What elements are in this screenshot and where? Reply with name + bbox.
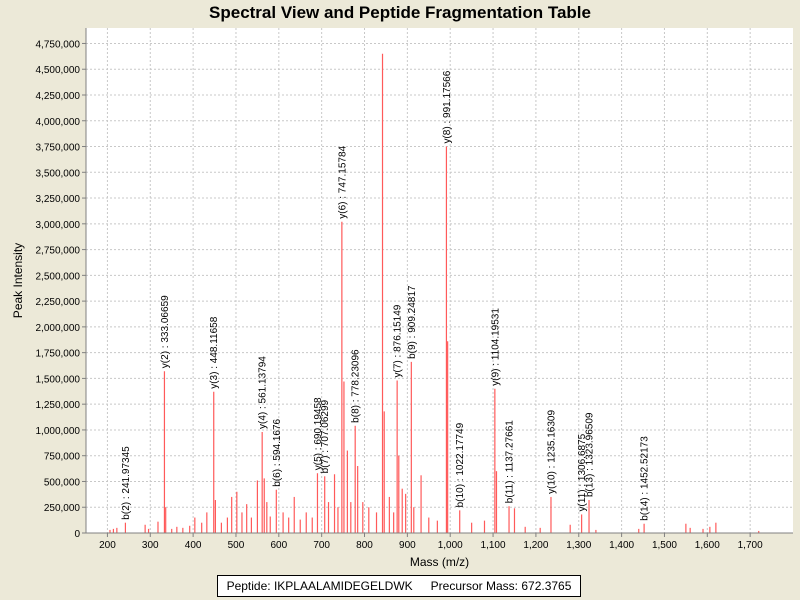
y-tick-label: 750,000 [44,452,81,463]
peak-label: b(13) : 1323.96509 [585,412,596,497]
y-tick-label: 4,750,000 [36,39,81,50]
grid-lines [86,28,793,533]
y-tick-label: 4,500,000 [36,65,81,76]
plot-area [86,28,793,533]
peak-label: b(9) : 909.24817 [407,285,418,359]
peak-label: b(10) : 1022.17749 [455,422,466,507]
peak-label: y(4) : 561.13794 [258,356,269,429]
spectrum-chart: b(2) : 241.97345 y(2) : 333.06659 y(3) : 4… [11,28,793,569]
peak-label: y(10) : 1235.16309 [546,410,557,494]
x-tick-label: 900 [399,540,416,551]
x-tick-label: 600 [270,540,287,551]
peak-label: b(8) : 778.23096 [351,349,362,423]
peak-label: b(7) : 707.06299 [320,399,331,473]
x-tick-label: 1,300 [566,540,591,551]
y-tick-label: 0 [74,529,80,540]
y-tick-label: 1,750,000 [36,349,81,360]
y-axis-label: Peak Intensity [11,243,25,318]
y-tick-label: 3,500,000 [36,168,81,179]
peak-label: y(5) : 690.19458 [313,397,324,470]
x-tick-label: 1,100 [481,540,506,551]
peaks-layer [109,53,760,533]
peak-label: b(6) : 594.1676 [272,418,283,486]
x-tick-label: 200 [99,540,116,551]
peak-label: y(2) : 333.06659 [160,295,171,368]
y-tick-label: 2,000,000 [36,323,81,334]
x-tick-label: 300 [142,540,159,551]
y-tick-label: 3,000,000 [36,220,81,231]
x-tick-label: 400 [185,540,202,551]
x-tick-label: 700 [313,540,330,551]
y-tick-label: 1,500,000 [36,374,81,385]
y-tick-label: 4,250,000 [36,91,81,102]
peak-label: b(11) : 1137.27661 [505,420,516,503]
x-tick-label: 1,000 [438,540,463,551]
peak-label: y(3) : 448.11658 [209,316,220,389]
y-tick-label: 500,000 [44,477,81,488]
y-tick-label: 1,000,000 [36,426,81,437]
peak-label: y(7) : 876.15149 [393,304,404,377]
peak-label: b(2) : 241.97345 [121,446,132,520]
y-tick-label: 3,250,000 [36,194,81,205]
y-tick-label: 250,000 [44,503,81,514]
x-tick-label: 1,400 [609,540,634,551]
peak-label: y(8) : 991.17566 [442,70,453,143]
x-tick-label: 1,500 [652,540,677,551]
x-tick-label: 1,700 [738,540,763,551]
y-tick-label: 1,250,000 [36,400,81,411]
axes: 0 250,000 500,000 750,000 1,000,000 1,250,000… [36,28,793,551]
peak-labels-layer: b(2) : 241.97345 y(2) : 333.06659 y(3) : 4… [121,70,651,520]
chart-title: Spectral View and Peptide Fragmentation … [209,3,591,22]
x-tick-label: 500 [228,540,245,551]
x-tick-label: 1,600 [695,540,720,551]
y-tick-label: 2,750,000 [36,246,81,257]
y-tick-label: 2,500,000 [36,271,81,282]
x-axis-label: Mass (m/z) [410,555,469,569]
peak-label: b(14) : 1452.52173 [640,436,651,521]
peak-label: y(9) : 1104.19531 [490,308,501,386]
x-tick-label: 800 [356,540,373,551]
peak-label: y(11) : 1306.6875 [577,433,588,511]
x-tick-label: 1,200 [523,540,548,551]
y-tick-label: 2,250,000 [36,297,81,308]
y-tick-label: 4,000,000 [36,117,81,128]
precursor-mass-label: Precursor Mass: 672.3765 [430,579,572,593]
y-tick-label: 3,750,000 [36,143,81,154]
peptide-label: Peptide: IKPLAALAMIDEGELDWK [226,579,413,593]
legend: Peptide: IKPLAALAMIDEGELDWK Precursor Ma… [217,575,581,597]
peak-label: y(6) : 747.15784 [337,145,348,218]
